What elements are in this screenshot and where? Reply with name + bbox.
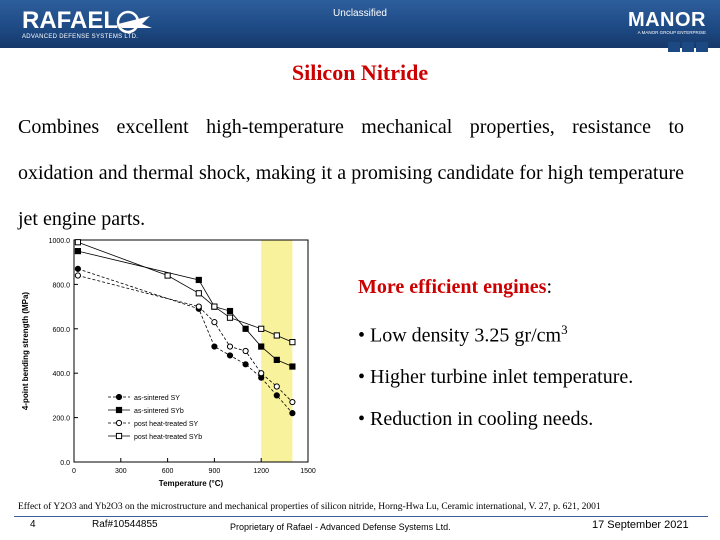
data-point-series-1 xyxy=(273,356,280,363)
x-axis-label: Temperature (°C) xyxy=(159,479,224,488)
series-line-2 xyxy=(77,275,293,403)
data-point-series-3 xyxy=(164,272,171,279)
data-point-series-3 xyxy=(289,339,296,346)
proprietary-notice: Proprietary of Rafael - Advanced Defense… xyxy=(230,522,451,532)
benefits-heading-colon: : xyxy=(546,276,553,298)
legend-marker-1 xyxy=(115,406,123,414)
bullet-low-density: • Low density 3.25 gr/cm3 xyxy=(358,322,568,348)
data-point-series-0 xyxy=(273,392,280,399)
x-tick-label: 1200 xyxy=(253,468,269,475)
x-tick-label: 300 xyxy=(115,468,127,475)
x-tick-label: 0 xyxy=(72,468,76,475)
data-point-series-0 xyxy=(226,352,234,359)
legend-marker-0 xyxy=(115,393,123,401)
data-point-series-1 xyxy=(195,276,202,284)
header-bar: RAFAEL ADVANCED DEFENSE SYSTEMS LTD. Unc… xyxy=(0,0,720,48)
bullet-low-density-text: • Low density 3.25 gr/cm xyxy=(358,324,562,347)
legend-label-0: as-sintered SY xyxy=(134,395,180,402)
data-point-series-2 xyxy=(273,383,280,390)
data-point-series-1 xyxy=(289,363,296,370)
data-point-series-0 xyxy=(289,410,296,417)
legend-label-2: post heat-treated SY xyxy=(134,421,199,428)
document-reference: Raf#10544855 xyxy=(92,519,158,530)
data-point-series-2 xyxy=(195,303,202,310)
data-point-series-2 xyxy=(74,272,82,279)
legend-marker-3 xyxy=(115,432,123,440)
plot-frame xyxy=(73,239,309,463)
x-tick-label: 1500 xyxy=(300,468,316,475)
bullet-cooling: • Reduction in cooling needs. xyxy=(358,408,594,430)
data-point-series-2 xyxy=(226,343,234,350)
data-point-series-0 xyxy=(74,265,82,272)
data-point-series-3 xyxy=(226,314,234,321)
data-point-series-2 xyxy=(289,398,296,406)
manor-logo-text: MANOR xyxy=(627,9,706,31)
data-point-series-3 xyxy=(74,239,81,246)
data-point-series-1 xyxy=(74,248,81,255)
x-tick-label: 900 xyxy=(209,468,221,475)
data-point-series-2 xyxy=(242,347,249,355)
legend-label-1: as-sintered SYb xyxy=(134,408,184,415)
bullet-low-density-exponent: 3 xyxy=(561,322,568,337)
data-point-series-2 xyxy=(258,370,265,377)
rafael-logo: RAFAEL ADVANCED DEFENSE SYSTEMS LTD. xyxy=(22,8,162,42)
rafael-logo-subtitle: ADVANCED DEFENSE SYSTEMS LTD. xyxy=(22,34,139,40)
bullet-turbine-temp: • Higher turbine inlet temperature. xyxy=(358,366,634,388)
benefits-heading: More efficient engines: xyxy=(358,276,552,299)
legend-label-3: post heat-treated SYb xyxy=(134,434,202,441)
classification-label: Unclassified xyxy=(333,8,387,19)
page-number: 4 xyxy=(30,519,36,530)
data-point-series-1 xyxy=(258,343,265,350)
rafael-swoosh-icon xyxy=(116,10,152,34)
x-tick-label: 600 xyxy=(162,468,174,475)
footer-divider xyxy=(14,516,708,517)
data-point-series-1 xyxy=(226,307,234,315)
strength-chart: 0.0 200.0 400.0 600.0 800.0 1000.0 0 300 600 900 1… xyxy=(14,230,330,500)
y-tick-label: 1000.0 xyxy=(49,238,71,245)
y-tick-label: 600.0 xyxy=(52,327,70,334)
manor-squares-decoration xyxy=(668,42,708,52)
data-point-series-3 xyxy=(211,303,218,310)
y-tick-label: 400.0 xyxy=(52,371,70,378)
footer-date: 17 September 2021 xyxy=(592,519,689,531)
figure-reference: Effect of Y2O3 and Yb2O3 on the microstr… xyxy=(18,502,601,512)
rafael-logo-text: RAFAEL xyxy=(22,7,118,34)
data-point-series-0 xyxy=(211,343,218,350)
series-line-0 xyxy=(77,268,293,414)
benefits-heading-text: More efficient engines xyxy=(358,276,547,298)
data-point-series-0 xyxy=(242,361,249,368)
intro-paragraph: Combines excellent high-temperature mech… xyxy=(18,116,684,230)
data-point-series-2 xyxy=(211,319,218,326)
y-axis-label: 4-point bending strength (MPa) xyxy=(21,292,30,411)
data-point-series-3 xyxy=(273,332,280,339)
y-tick-label: 200.0 xyxy=(52,416,70,423)
y-tick-label: 800.0 xyxy=(52,282,70,289)
manor-logo: MANOR A MANOR GROUP ENTERPRISE xyxy=(622,10,706,35)
manor-logo-subtitle: A MANOR GROUP ENTERPRISE xyxy=(637,30,706,35)
data-point-series-3 xyxy=(195,290,202,297)
data-point-series-1 xyxy=(242,325,249,332)
legend-marker-2 xyxy=(115,419,123,427)
data-point-series-3 xyxy=(258,325,265,332)
slide-title: Silicon Nitride xyxy=(291,60,429,85)
strength-chart-svg: 0.0 200.0 400.0 600.0 800.0 1000.0 0 300 600 900 1… xyxy=(21,238,316,488)
y-tick-label: 0.0 xyxy=(60,460,70,467)
